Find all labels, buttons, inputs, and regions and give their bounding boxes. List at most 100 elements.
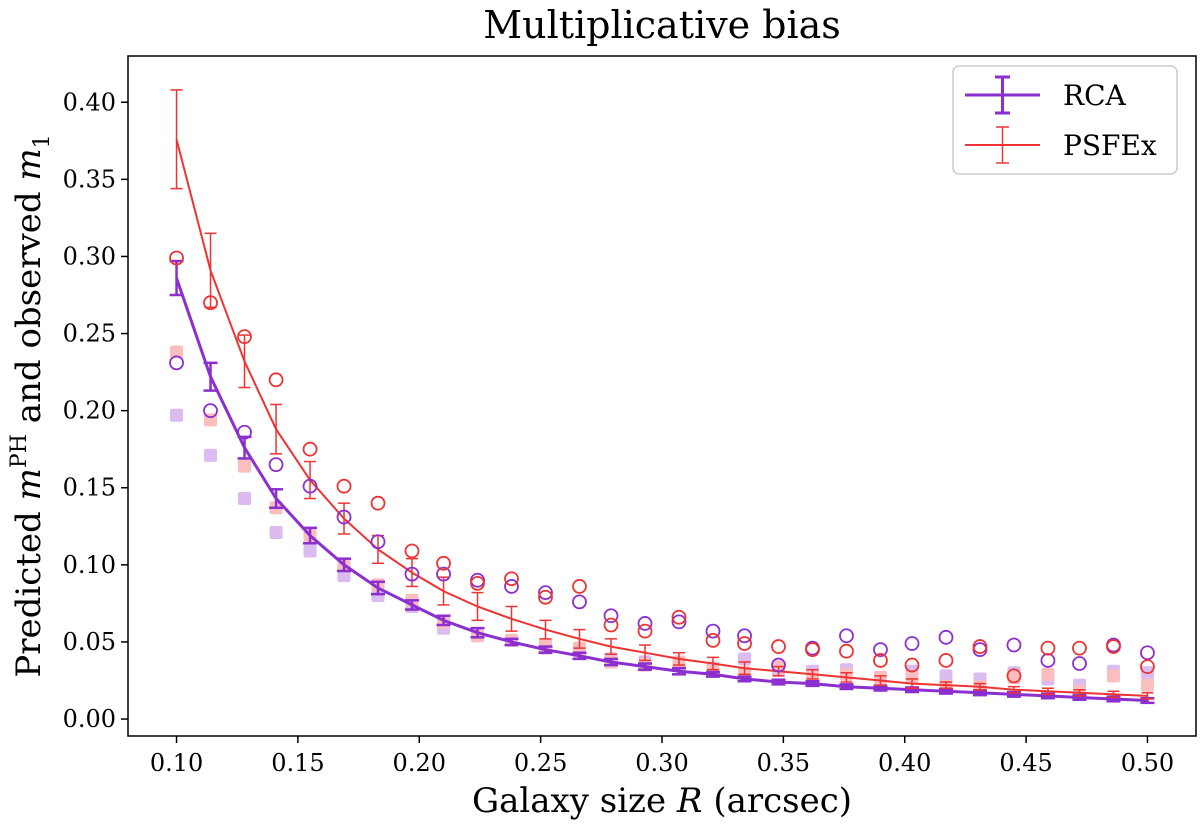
- error-bar-rca-4: [303, 526, 318, 545]
- x-tick-label-7: 0.45: [999, 749, 1052, 777]
- observed-open-rca-18: [771, 657, 786, 673]
- observed-open-rca-2: [237, 424, 252, 440]
- error-bar-rca-23: [938, 687, 953, 695]
- error-bar-psfex-9: [471, 591, 484, 622]
- observed-open-psfex-23: [938, 653, 954, 668]
- observed-filled-psfex-0: [170, 345, 184, 359]
- observed-open-rca-1: [203, 403, 218, 419]
- observed-open-rca-0: [169, 355, 184, 371]
- observed-open-rca-17: [737, 628, 752, 644]
- error-bar-rca-5: [337, 557, 352, 573]
- observed-open-psfex-15: [671, 609, 687, 625]
- error-bar-rca-17: [737, 675, 752, 683]
- observed-filled-psfex-2: [238, 459, 252, 473]
- observed-open-psfex-7: [404, 543, 420, 559]
- y-tick-label-6: 0.30: [63, 242, 116, 270]
- observed-open-rca-25: [1006, 637, 1022, 653]
- error-bar-psfex-0: [170, 89, 183, 190]
- observed-open-rca-24: [972, 642, 988, 658]
- error-bar-rca-20: [839, 683, 854, 691]
- observed-open-psfex-24: [972, 639, 988, 654]
- chart-title: Multiplicative bias: [483, 3, 841, 47]
- observed-open-rca-5: [336, 509, 352, 525]
- y-axis-label: Predicted mPH and observed m1: [7, 134, 55, 677]
- y-tick-label-2: 0.10: [63, 551, 116, 579]
- observed-open-psfex-5: [336, 478, 352, 494]
- observed-open-rca-26: [1040, 653, 1056, 668]
- observed-open-rca-29: [1140, 645, 1155, 661]
- observed-open-psfex-1: [203, 295, 218, 311]
- error-bar-psfex-16: [706, 656, 719, 671]
- error-bar-psfex-19: [806, 668, 819, 680]
- observed-open-rca-22: [904, 636, 920, 651]
- observed-open-psfex-11: [538, 589, 553, 605]
- observed-filled-psfex-22: [905, 670, 919, 684]
- observed-open-psfex-28: [1106, 639, 1121, 654]
- observed-open-psfex-27: [1072, 640, 1087, 656]
- error-bar-psfex-24: [973, 682, 986, 691]
- observed-filled-psfex-29: [1140, 678, 1154, 692]
- observed-open-rca-6: [370, 534, 386, 550]
- observed-open-psfex-12: [572, 579, 587, 594]
- observed-open-rca-3: [268, 457, 284, 473]
- legend-label-psfex: PSFEx: [1063, 129, 1157, 162]
- observed-filled-rca-4: [303, 544, 317, 558]
- observed-open-rca-11: [538, 585, 553, 600]
- observed-filled-rca-5: [337, 569, 351, 583]
- error-bar-psfex-28: [1107, 690, 1120, 699]
- y-tick-label-0: 0.00: [63, 705, 116, 733]
- error-bar-rca-0: [169, 259, 184, 297]
- y-tick-label-8: 0.40: [63, 88, 116, 116]
- error-bar-rca-3: [269, 488, 284, 510]
- y-tick-label-4: 0.20: [63, 397, 116, 425]
- error-bar-psfex-5: [338, 502, 351, 535]
- observed-filled-rca-3: [269, 525, 283, 539]
- error-bar-psfex-11: [539, 619, 552, 640]
- observed-open-psfex-14: [637, 623, 653, 639]
- observed-filled-psfex-26: [1041, 667, 1055, 681]
- observed-filled-rca-0: [170, 408, 184, 422]
- error-bar-psfex-13: [605, 638, 618, 656]
- error-bar-psfex-23: [939, 681, 952, 689]
- error-bar-psfex-21: [874, 675, 887, 686]
- error-bar-psfex-29: [1141, 692, 1154, 700]
- observed-open-rca-4: [302, 478, 318, 494]
- observed-open-psfex-0: [169, 250, 184, 266]
- observed-open-psfex-22: [904, 657, 920, 673]
- legend-box: [952, 65, 1178, 175]
- error-bar-rca-12: [572, 651, 587, 661]
- x-tick-label-1: 0.15: [271, 749, 324, 777]
- observed-open-psfex-9: [470, 575, 485, 591]
- legend-swatch-rca: [965, 75, 1040, 115]
- observed-open-psfex-3: [268, 372, 284, 388]
- x-tick-label-2: 0.20: [393, 749, 446, 777]
- error-bar-rca-9: [470, 626, 485, 639]
- x-tick-label-0: 0.10: [150, 749, 203, 777]
- observed-open-psfex-25: [1006, 668, 1022, 684]
- observed-filled-rca-6: [371, 589, 385, 603]
- legend-swatch-psfex: [965, 126, 1040, 164]
- error-bar-psfex-10: [505, 605, 518, 632]
- observed-open-psfex-4: [302, 441, 318, 457]
- error-bar-psfex-3: [270, 403, 283, 455]
- observed-filled-psfex-28: [1106, 669, 1120, 683]
- error-bar-rca-10: [504, 637, 519, 647]
- predicted-line-psfex: [175, 139, 1148, 697]
- error-bar-psfex-14: [639, 644, 652, 662]
- error-bar-psfex-17: [738, 661, 751, 676]
- error-bar-rca-16: [705, 670, 720, 678]
- x-axis-label: Galaxy size R (arcsec): [472, 781, 852, 821]
- observed-open-rca-16: [705, 623, 721, 639]
- error-bar-psfex-26: [1041, 687, 1054, 696]
- observed-filled-rca-23: [939, 669, 953, 683]
- x-tick-label-5: 0.35: [757, 749, 810, 777]
- error-bar-psfex-8: [437, 576, 450, 606]
- observed-open-rca-7: [404, 566, 420, 582]
- observed-open-psfex-10: [504, 571, 519, 587]
- y-tick-label-5: 0.25: [63, 320, 116, 348]
- y-tick-label-1: 0.05: [63, 628, 116, 656]
- observed-open-rca-13: [603, 608, 619, 624]
- error-bar-rca-19: [805, 680, 820, 688]
- x-tick-label-4: 0.30: [635, 749, 688, 777]
